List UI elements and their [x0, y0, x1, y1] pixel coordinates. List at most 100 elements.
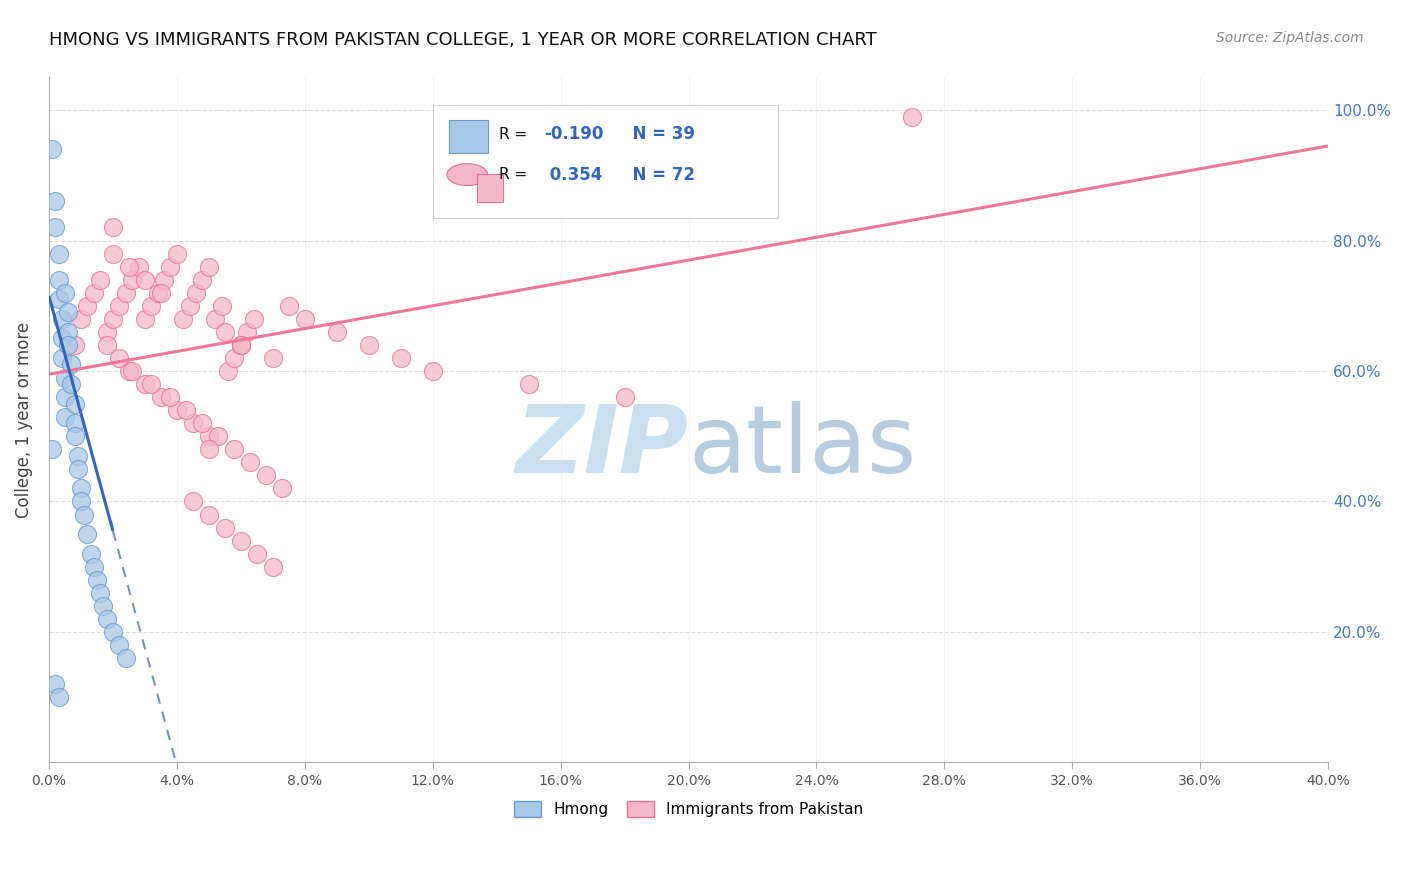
Point	[191, 273, 214, 287]
Point	[89, 273, 111, 287]
Point	[66, 462, 89, 476]
Point	[271, 482, 294, 496]
Point	[83, 285, 105, 300]
Legend: Hmong, Immigrants from Pakistan: Hmong, Immigrants from Pakistan	[508, 795, 870, 823]
Point	[236, 325, 259, 339]
FancyBboxPatch shape	[433, 105, 778, 218]
Point	[53, 390, 76, 404]
Point	[56, 305, 79, 319]
Point	[294, 311, 316, 326]
Point	[166, 246, 188, 260]
Text: N = 72: N = 72	[621, 166, 695, 184]
Point	[41, 442, 63, 457]
Point	[79, 547, 101, 561]
Point	[108, 299, 131, 313]
Point	[422, 364, 444, 378]
Point	[191, 416, 214, 430]
Point	[166, 403, 188, 417]
Y-axis label: College, 1 year or more: College, 1 year or more	[15, 322, 32, 518]
Point	[198, 429, 221, 443]
Point	[517, 377, 540, 392]
Point	[96, 612, 118, 626]
Point	[56, 325, 79, 339]
Point	[73, 508, 96, 522]
Text: -0.190: -0.190	[544, 125, 603, 144]
Point	[211, 299, 233, 313]
Point	[207, 429, 229, 443]
Point	[184, 285, 207, 300]
Point	[51, 311, 73, 326]
Point	[214, 520, 236, 534]
Point	[60, 358, 83, 372]
Point	[204, 311, 226, 326]
Point	[224, 442, 246, 457]
Point	[389, 351, 412, 365]
Point	[357, 338, 380, 352]
Point	[108, 351, 131, 365]
Point	[262, 559, 284, 574]
Point	[44, 677, 66, 691]
Point	[181, 494, 204, 508]
Point	[134, 273, 156, 287]
Point	[91, 599, 114, 613]
Point	[217, 364, 239, 378]
Point	[51, 331, 73, 345]
Point	[89, 586, 111, 600]
Point	[128, 260, 150, 274]
Text: 0.354: 0.354	[544, 166, 602, 184]
Point	[246, 547, 269, 561]
Circle shape	[447, 163, 488, 186]
Point	[146, 285, 169, 300]
Point	[48, 292, 70, 306]
Text: R =: R =	[499, 167, 533, 182]
Point	[134, 311, 156, 326]
Point	[229, 338, 252, 352]
Point	[118, 364, 141, 378]
Point	[96, 325, 118, 339]
Point	[114, 651, 136, 665]
Point	[141, 299, 163, 313]
Point	[86, 573, 108, 587]
Text: HMONG VS IMMIGRANTS FROM PAKISTAN COLLEGE, 1 YEAR OR MORE CORRELATION CHART: HMONG VS IMMIGRANTS FROM PAKISTAN COLLEG…	[49, 31, 877, 49]
Point	[242, 311, 264, 326]
Point	[262, 351, 284, 365]
Point	[159, 260, 181, 274]
Point	[44, 194, 66, 209]
Point	[101, 220, 124, 235]
Point	[63, 338, 86, 352]
Text: R =: R =	[499, 127, 533, 142]
Point	[172, 311, 194, 326]
Point	[53, 370, 76, 384]
Point	[51, 351, 73, 365]
Point	[41, 142, 63, 156]
Text: atlas: atlas	[689, 401, 917, 493]
Point	[56, 338, 79, 352]
Point	[181, 416, 204, 430]
Point	[70, 494, 93, 508]
Point	[149, 390, 172, 404]
Point	[277, 299, 299, 313]
Point	[118, 260, 141, 274]
Bar	[478, 174, 503, 202]
Point	[83, 559, 105, 574]
Point	[198, 508, 221, 522]
Point	[53, 409, 76, 424]
Point	[63, 416, 86, 430]
Point	[53, 285, 76, 300]
Point	[901, 110, 924, 124]
Point	[48, 273, 70, 287]
Point	[60, 377, 83, 392]
Point	[229, 338, 252, 352]
Point	[70, 311, 93, 326]
Point	[224, 351, 246, 365]
Point	[229, 338, 252, 352]
Point	[254, 468, 277, 483]
Point	[108, 638, 131, 652]
Point	[134, 377, 156, 392]
Point	[66, 449, 89, 463]
Point	[326, 325, 349, 339]
Point	[613, 390, 636, 404]
Point	[121, 364, 143, 378]
Point	[198, 442, 221, 457]
Point	[159, 390, 181, 404]
